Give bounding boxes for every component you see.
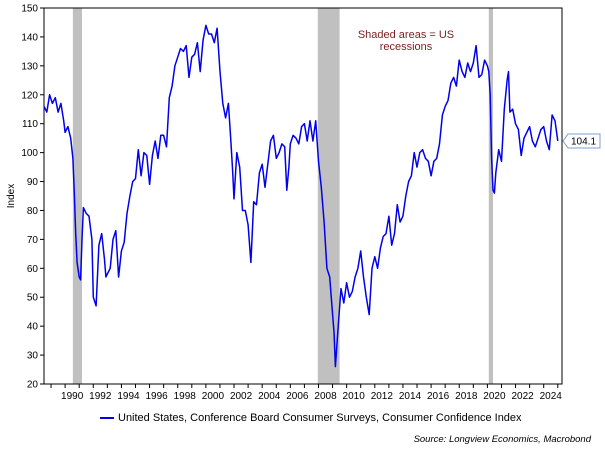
y-tick-label: 40 — [27, 322, 39, 333]
recession-annotation-line-1: Shaded areas = US — [358, 29, 454, 41]
x-tick-label: 1990 — [61, 391, 84, 402]
y-tick-label: 50 — [27, 293, 39, 304]
series-layer — [43, 24, 559, 368]
x-tick-label: 2016 — [427, 391, 450, 402]
x-tick-label: 1992 — [89, 391, 112, 402]
x-tick-label: 2024 — [540, 391, 563, 402]
x-tick-label: 2004 — [258, 391, 281, 402]
x-tick-label: 2008 — [314, 391, 337, 402]
legend-swatch — [100, 417, 114, 419]
y-tick-label: 70 — [27, 235, 39, 246]
x-tick-label: 2018 — [455, 391, 478, 402]
y-axis-label: Index — [6, 184, 17, 208]
last-value-callout: 104.1 — [562, 133, 601, 149]
series-line-consumer-confidence — [43, 24, 559, 368]
y-tick-label: 60 — [27, 264, 39, 275]
x-tick-label: 2006 — [286, 391, 309, 402]
y-tick-label: 140 — [21, 32, 38, 43]
recession-band-0 — [72, 8, 83, 384]
recession-bands — [72, 8, 494, 384]
y-tick-label: 90 — [27, 177, 39, 188]
y-tick-labels: 20 30 40 50 60 70 80 90 100 110 120 130 140 150 — [21, 4, 38, 391]
legend-label: United States, Conference Board Consumer… — [118, 412, 522, 424]
x-tick-label: 2010 — [343, 391, 366, 402]
x-tick-label: 2012 — [371, 391, 394, 402]
y-tick-label: 80 — [27, 206, 39, 217]
source-note: Source: Longview Economics, Macrobond — [413, 434, 591, 445]
x-tick-label: 1994 — [117, 391, 140, 402]
y-tick-label: 150 — [21, 4, 38, 15]
legend: United States, Conference Board Consumer… — [100, 412, 522, 424]
x-tick-label: 2002 — [230, 391, 253, 402]
y-tick-label: 120 — [21, 90, 38, 101]
axis-ticks — [40, 7, 559, 388]
x-tick-label: 2020 — [483, 391, 506, 402]
last-value-text: 104.1 — [571, 137, 596, 148]
x-tick-label: 2014 — [399, 391, 422, 402]
x-tick-label: 1998 — [174, 391, 197, 402]
x-tick-labels: 1990 1992 1994 1996 1998 2000 2002 2004 2006 2008… — [61, 391, 562, 402]
last-value-box — [562, 133, 601, 149]
recession-band-2 — [488, 8, 494, 384]
x-tick-label: 1996 — [145, 391, 168, 402]
y-tick-label: 110 — [22, 119, 38, 130]
y-tick-label: 100 — [21, 148, 38, 159]
y-tick-label: 20 — [27, 380, 39, 391]
recession-annotation-line-2: recessions — [380, 41, 433, 53]
x-tick-label: 2022 — [511, 391, 534, 402]
y-tick-label: 30 — [27, 351, 39, 362]
x-tick-label: 2000 — [202, 391, 225, 402]
y-tick-label: 130 — [21, 61, 38, 72]
recession-band-1 — [317, 8, 340, 384]
plot-area — [43, 7, 563, 385]
